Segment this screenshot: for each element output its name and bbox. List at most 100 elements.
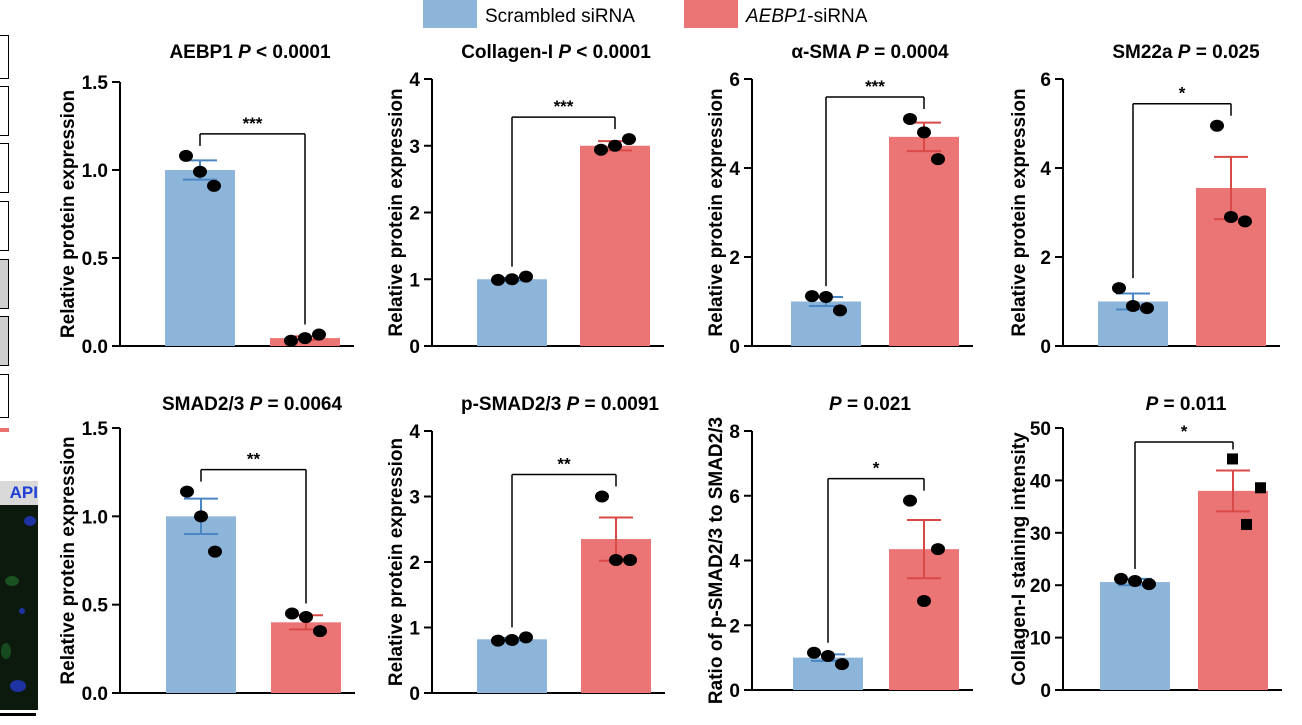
- significance-stars: ***: [243, 114, 263, 133]
- y-tick-label: 10: [1030, 629, 1051, 650]
- significance-stars: *: [873, 459, 880, 478]
- y-tick-label: 4: [729, 552, 740, 573]
- data-point: [805, 290, 819, 303]
- data-point: [519, 270, 533, 283]
- y-tick-label: 8: [729, 422, 740, 443]
- data-point: [917, 126, 931, 139]
- y-axis-label: Relative protein expression: [386, 88, 407, 336]
- bar: [1100, 582, 1170, 690]
- blot-strip: [0, 86, 9, 136]
- bar: [477, 279, 547, 346]
- y-tick-label: 4: [729, 159, 740, 180]
- chart-title: α-SMA P = 0.0004: [791, 42, 949, 63]
- chart-panel: α-SMA P = 0.0004 Relative protein express…: [706, 42, 973, 358]
- data-point: [623, 554, 637, 567]
- data-point: [821, 650, 835, 663]
- y-tick-label: 1.0: [82, 507, 108, 528]
- data-point: [903, 113, 917, 126]
- blot-strip: [0, 374, 9, 418]
- y-tick-label: 30: [1030, 524, 1051, 545]
- y-tick-label: 3: [409, 488, 420, 509]
- y-tick-label: 4: [1040, 159, 1051, 180]
- blot-strip: [0, 201, 9, 251]
- y-tick-label: 2: [409, 204, 420, 225]
- chart-panel: SMAD2/3 P = 0.0064 Relative protein expre…: [58, 394, 355, 705]
- legend: Scrambled siRNA AEBP1-siRNA: [423, 0, 868, 28]
- microscopy-channel-label: API: [0, 481, 38, 505]
- y-tick-label: 3: [409, 137, 420, 158]
- chart-panels: AEBP1 P < 0.0001 Relative protein express…: [58, 42, 1282, 705]
- y-tick-label: 2: [409, 553, 420, 574]
- y-axis-label: Relative protein expression: [58, 436, 79, 684]
- y-axis-label: Relative protein expression: [706, 88, 727, 336]
- chart-title: p-SMAD2/3 P = 0.0091: [461, 394, 659, 415]
- data-point: [931, 153, 945, 166]
- y-tick-label: 2: [1040, 248, 1051, 269]
- data-point: [491, 634, 505, 647]
- legend-swatch: [684, 0, 738, 28]
- y-tick-label: 1: [409, 270, 420, 291]
- data-point: [1126, 299, 1140, 312]
- data-point: [1255, 482, 1266, 494]
- y-axis-label: Ratio of p-SMAD2/3 to SMAD2/3: [706, 417, 727, 704]
- bar: [793, 657, 863, 690]
- data-point: [207, 179, 221, 192]
- data-point: [622, 133, 636, 146]
- chart-title: SMAD2/3 P = 0.0064: [162, 394, 343, 415]
- bar: [166, 516, 236, 693]
- chart-title: Collagen-I P < 0.0001: [461, 42, 651, 63]
- data-point: [193, 165, 207, 178]
- microscopy-image: [0, 481, 38, 710]
- data-point: [1210, 119, 1224, 132]
- data-point: [1114, 572, 1128, 585]
- y-tick-label: 4: [409, 70, 420, 91]
- y-tick-label: 2: [729, 248, 740, 269]
- chart-panel: SM22a P = 0.025 Relative protein expressi…: [1009, 42, 1280, 358]
- legend-label: Scrambled siRNA: [485, 6, 635, 27]
- data-point: [917, 594, 931, 607]
- data-point: [1241, 518, 1252, 530]
- y-axis-label: Relative protein expression: [58, 90, 79, 338]
- data-point: [313, 625, 327, 638]
- y-tick-label: 0: [729, 681, 740, 702]
- significance-stars: ***: [865, 77, 885, 96]
- data-point: [284, 334, 298, 347]
- data-point: [1238, 215, 1252, 228]
- data-point: [491, 273, 505, 286]
- y-axis-label: Relative protein expression: [1009, 88, 1030, 336]
- bar: [1198, 490, 1268, 690]
- bar: [271, 622, 341, 693]
- y-tick-label: 6: [1040, 70, 1051, 91]
- chart-panel: P = 0.011 Collagen-I staining intensity 0 1…: [1009, 394, 1282, 702]
- data-point: [608, 139, 622, 152]
- chart-panel: P = 0.021 Ratio of p-SMAD2/3 to SMAD2/3 0 2…: [706, 394, 973, 704]
- y-tick-label: 6: [729, 487, 740, 508]
- data-point: [299, 611, 313, 624]
- y-tick-label: 0.0: [82, 684, 108, 705]
- data-point: [594, 143, 608, 156]
- y-tick-label: 1: [409, 619, 420, 640]
- bar: [165, 170, 235, 346]
- data-point: [1227, 453, 1238, 465]
- y-tick-label: 0: [1040, 681, 1051, 702]
- significance-stars: ***: [554, 97, 574, 116]
- data-point: [609, 554, 623, 567]
- legend-swatch: [423, 0, 477, 28]
- bar: [580, 145, 650, 346]
- significance-stars: **: [557, 455, 571, 474]
- data-point: [298, 332, 312, 345]
- data-point: [835, 658, 849, 671]
- y-tick-label: 40: [1030, 471, 1051, 492]
- y-tick-label: 1.0: [82, 161, 108, 182]
- data-point: [180, 485, 194, 498]
- chart-title: P = 0.011: [1146, 394, 1227, 415]
- data-point: [194, 510, 208, 523]
- chart-panel: p-SMAD2/3 P = 0.0091 Relative protein exp…: [386, 394, 665, 705]
- y-tick-label: 0: [729, 337, 740, 358]
- data-point: [1224, 210, 1238, 223]
- data-point: [931, 543, 945, 556]
- bar: [889, 136, 959, 346]
- data-point: [1142, 578, 1156, 591]
- chart-title: P = 0.021: [829, 394, 911, 415]
- blot-strip: [0, 143, 9, 193]
